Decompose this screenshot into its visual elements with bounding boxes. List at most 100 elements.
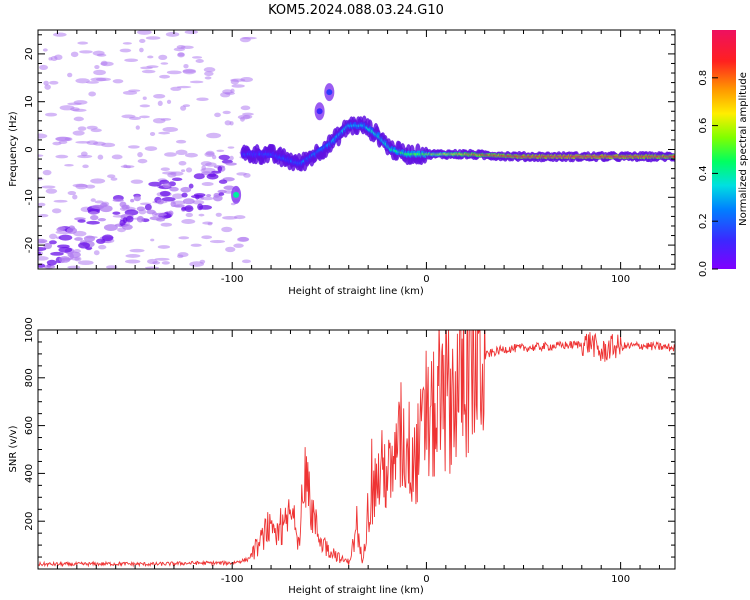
noise-blob — [45, 112, 58, 117]
noise-blob — [42, 169, 52, 176]
noise-blob — [112, 211, 121, 215]
noise-blob — [72, 194, 78, 200]
noise-blob — [94, 200, 104, 204]
noise-blob — [157, 245, 171, 249]
noise-blob — [144, 146, 158, 151]
noise-blob — [58, 256, 71, 263]
noise-blob — [181, 218, 196, 224]
noise-blob — [162, 183, 171, 189]
noise-blob — [53, 199, 68, 203]
noise-blob — [70, 51, 79, 58]
noise-blob — [45, 188, 58, 194]
noise-blob — [135, 125, 140, 130]
noise-blob — [82, 164, 89, 169]
snr-axes: -100 0 100 200 400 600 800 1000 — [24, 317, 675, 585]
spectrogram-ylabel: Frequency (Hz) — [8, 111, 19, 187]
noise-blob — [144, 203, 152, 211]
colorbar-tick-label: 0.0 — [698, 261, 709, 277]
noise-blob — [97, 154, 104, 160]
noise-blob — [166, 70, 182, 75]
noise-blob — [139, 38, 146, 43]
noise-blob — [206, 132, 222, 139]
noise-blob — [106, 265, 118, 269]
noise-blob — [90, 215, 99, 221]
noise-blob — [180, 186, 192, 193]
noise-blob — [216, 149, 225, 153]
noise-blob — [46, 259, 57, 266]
snr-xlabel: Height of straight line (km) — [288, 585, 424, 596]
noise-blob — [159, 74, 171, 79]
noise-blob — [111, 154, 123, 160]
noise-blob — [130, 179, 144, 184]
noise-blob — [85, 81, 99, 84]
noise-blob — [101, 142, 116, 148]
noise-blob — [50, 251, 64, 256]
snr-ytick-label: 200 — [24, 512, 35, 531]
noise-blob — [137, 158, 148, 164]
snr-ytick-label: 600 — [24, 416, 35, 435]
noise-blob — [189, 80, 204, 84]
noise-blob — [170, 200, 176, 207]
noise-blob — [38, 133, 48, 139]
snr-xtick-label: -100 — [221, 574, 244, 585]
colorbar: 0.0 0.2 0.4 0.6 0.8 Normalized spectral ampl… — [698, 30, 749, 277]
noise-blob — [38, 202, 46, 207]
noise-blob — [200, 161, 212, 166]
noise-blob — [160, 62, 169, 65]
noise-blob — [72, 130, 85, 136]
noise-blob — [85, 184, 96, 189]
noise-blob — [193, 173, 205, 180]
noise-blob — [142, 96, 147, 100]
snr-ytick-label: 1000 — [24, 317, 35, 342]
spectrogram-frame — [37, 29, 676, 270]
noise-blob — [55, 136, 71, 141]
noise-blob — [158, 54, 168, 60]
noise-blob — [233, 215, 246, 220]
noise-blob — [188, 183, 194, 189]
noise-blob — [190, 243, 202, 247]
noise-blob — [165, 31, 180, 37]
noise-blob — [218, 192, 225, 196]
noise-blob — [50, 55, 58, 62]
snr-ylabel: SNR (v/v) — [8, 425, 19, 472]
noise-blob — [75, 183, 88, 190]
noise-blob — [91, 204, 105, 210]
noise-blob — [80, 151, 88, 157]
noise-blob — [181, 169, 186, 173]
spectral-blob — [316, 108, 323, 115]
snr-panel: -100 0 100 200 400 600 800 1000 Height of strai… — [8, 317, 676, 596]
noise-blob — [213, 192, 221, 198]
noise-blob — [73, 116, 84, 122]
noise-blob — [43, 242, 53, 250]
noise-blob — [52, 32, 67, 37]
noise-blob — [205, 150, 215, 156]
snr-ytick-label: 800 — [24, 368, 35, 387]
noise-blob — [146, 209, 156, 215]
noise-blob — [136, 215, 144, 223]
noise-blob — [86, 125, 98, 130]
spectral-cell — [672, 155, 675, 159]
noise-blob — [173, 47, 186, 52]
noise-blob — [145, 36, 161, 40]
noise-blob — [58, 140, 68, 145]
noise-blob — [177, 254, 184, 259]
colorbar-tick-label: 0.2 — [698, 213, 709, 229]
noise-blob — [122, 42, 132, 45]
noise-blob — [74, 237, 84, 241]
noise-blob — [67, 251, 81, 258]
noise-blob — [240, 116, 245, 122]
noise-blob — [162, 126, 179, 132]
noise-blob — [161, 261, 170, 265]
spectrogram-xlabel: Height of straight line (km) — [288, 286, 424, 297]
noise-blob — [127, 145, 140, 149]
noise-blob — [154, 257, 170, 261]
noise-blob — [101, 234, 114, 242]
noise-blob — [180, 45, 194, 50]
noise-blob — [201, 181, 214, 186]
noise-blob — [124, 259, 141, 264]
noise-blob — [66, 227, 78, 234]
noise-blob — [147, 55, 154, 59]
noise-blob — [125, 254, 141, 258]
noise-blob — [175, 139, 187, 144]
noise-blob — [192, 200, 205, 205]
